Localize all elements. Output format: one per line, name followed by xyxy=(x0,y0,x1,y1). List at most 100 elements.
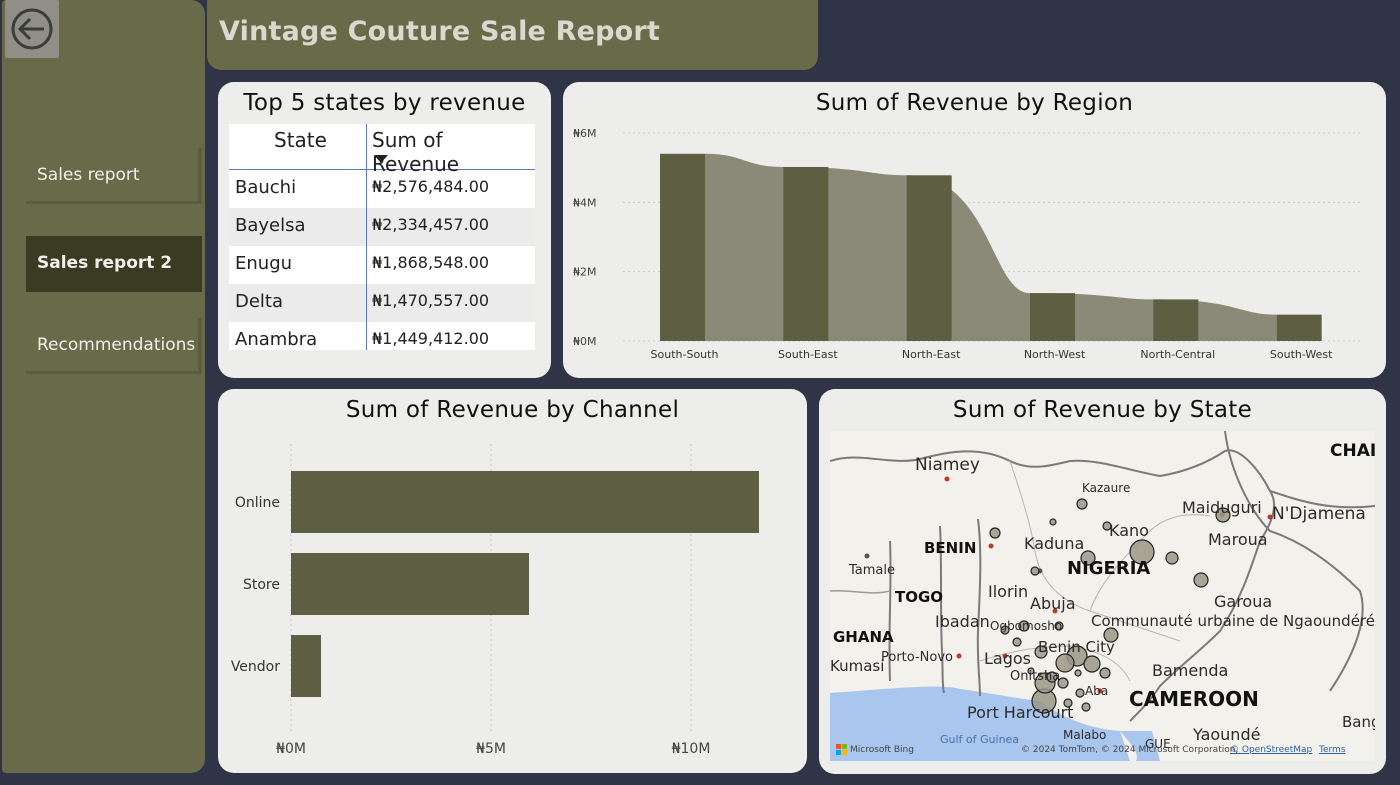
map-label-togo: TOGO xyxy=(895,588,944,606)
x-tick-label: North-East xyxy=(902,348,961,361)
channel-chart[interactable]: ₦0M ₦5M ₦10M Online Store Vendor xyxy=(218,389,807,773)
bubble-state[interactable] xyxy=(1054,621,1064,631)
state-bubble-map[interactable]: Niamey Kazaure Maiduguri N'Djamena Kano … xyxy=(830,431,1375,761)
map-label-gulf: Gulf of Guinea xyxy=(940,733,1020,746)
bubble-state[interactable] xyxy=(1103,627,1119,643)
y-tick-label: ₦6M xyxy=(573,127,597,140)
bubble-state[interactable] xyxy=(1049,518,1057,526)
bar-south-south[interactable] xyxy=(660,153,705,341)
table-row[interactable]: Enugu ₦1,868,548.00 xyxy=(229,246,535,284)
map-label-maroua: Maroua xyxy=(1208,530,1268,549)
x-tick-label: South-West xyxy=(1270,348,1333,361)
bubble-anambra[interactable] xyxy=(1055,653,1075,673)
map-label-port-harcourt: Port Harcourt xyxy=(967,703,1074,722)
bubble-state[interactable] xyxy=(989,527,1001,539)
table-header: State Sum of Revenue xyxy=(229,124,535,176)
state-map-title: Sum of Revenue by State xyxy=(952,397,1253,423)
bubble-state[interactable] xyxy=(1165,551,1179,565)
border-togo xyxy=(939,525,945,694)
nav-item-recommendations[interactable]: Recommendations xyxy=(26,318,202,374)
map-label-maiduguri: Maiduguri xyxy=(1182,498,1262,517)
bar-south-east[interactable] xyxy=(783,166,829,341)
region-chart-card: Sum of Revenue by Region ₦0M ₦2M ₦4M ₦6M Sou… xyxy=(563,82,1386,378)
bing-label: Microsoft Bing xyxy=(850,744,914,755)
map-label-ghana: GHANA xyxy=(833,628,894,646)
bubble-state[interactable] xyxy=(1018,620,1030,632)
bar-south-west[interactable] xyxy=(1276,314,1322,341)
bubble-state[interactable] xyxy=(1063,698,1073,708)
city-dot xyxy=(1002,653,1008,659)
osm-link[interactable]: © OpenStreetMap xyxy=(1230,745,1313,755)
nav-item-sales-report[interactable]: Sales report xyxy=(26,148,202,204)
bubble-state[interactable] xyxy=(1012,637,1022,647)
top-states-title: Top 5 states by revenue xyxy=(243,90,526,116)
bubble-state[interactable] xyxy=(1057,677,1069,689)
map-label-communaute: Communauté urbaine de Ngaoundéré xyxy=(1091,612,1375,630)
back-button[interactable] xyxy=(5,0,59,58)
cell-state: Bayelsa xyxy=(235,215,306,236)
bubble-state[interactable] xyxy=(1080,550,1096,566)
bubble-state[interactable] xyxy=(1075,688,1085,698)
x-tick-label: South-South xyxy=(651,348,719,361)
table-row[interactable]: Anambra ₦1,449,412.00 xyxy=(229,322,535,360)
bubble-state[interactable] xyxy=(1027,667,1035,675)
coastal-water xyxy=(1120,731,1160,761)
y-tick-label: Store xyxy=(243,577,280,593)
state-map-card: Sum of Revenue by State xyxy=(819,389,1386,774)
sidebar: Sales report Sales report 2 Recommendati… xyxy=(2,0,205,773)
microsoft-logo-icon xyxy=(836,744,847,755)
table-row[interactable]: Bayelsa ₦2,334,457.00 xyxy=(229,208,535,246)
bubble-state[interactable] xyxy=(1074,669,1082,677)
y-tick-label: Online xyxy=(235,495,280,511)
bar-north-west[interactable] xyxy=(1030,293,1075,341)
border-ghana xyxy=(888,540,892,682)
bubble-state[interactable] xyxy=(1102,521,1112,531)
bubble-state[interactable] xyxy=(1083,655,1101,673)
road-line xyxy=(1089,514,1211,612)
table-row[interactable]: Delta ₦1,470,557.00 xyxy=(229,284,535,322)
map-label-garoua: Garoua xyxy=(1214,592,1273,611)
border-cameroon xyxy=(1224,431,1364,692)
border-nigeria-north xyxy=(830,449,1276,722)
cell-state: Bauchi xyxy=(235,177,297,198)
bubble-bauchi[interactable] xyxy=(1129,539,1155,565)
bubble-state[interactable] xyxy=(1081,702,1091,712)
bubble-state[interactable] xyxy=(1030,566,1040,576)
map-label-kumasi: Kumasi xyxy=(830,657,885,675)
bar-store[interactable] xyxy=(291,553,529,615)
bing-logo[interactable]: Microsoft Bing xyxy=(836,744,914,755)
column-header-revenue[interactable]: Sum of Revenue xyxy=(372,128,460,176)
bubble-state[interactable] xyxy=(1076,498,1088,510)
bubble-state[interactable] xyxy=(1099,667,1111,679)
nav-item-sales-report-2[interactable]: Sales report 2 xyxy=(26,236,202,292)
bubble-state[interactable] xyxy=(1046,671,1058,683)
table-row[interactable]: Bauchi ₦2,576,484.00 xyxy=(229,170,535,208)
y-tick-label: ₦2M xyxy=(573,266,597,279)
terms-link[interactable]: Terms xyxy=(1319,745,1346,755)
city-dot xyxy=(1267,514,1273,520)
bubble-state[interactable] xyxy=(1215,507,1231,523)
map-label-malabo: Malabo xyxy=(1063,728,1107,742)
top-states-table[interactable]: State Sum of Revenue Bauchi ₦2,576,484.00… xyxy=(229,124,535,350)
cell-revenue: ₦1,868,548.00 xyxy=(372,253,490,272)
map-label-nigeria: NIGERIA xyxy=(1067,558,1151,579)
map-canvas[interactable] xyxy=(830,431,1375,761)
region-chart[interactable]: ₦0M ₦2M ₦4M ₦6M South-South South-East North-E… xyxy=(563,82,1386,378)
column-header-state[interactable]: State xyxy=(274,128,327,152)
bar-online[interactable] xyxy=(291,471,759,533)
map-label-kano: Kano xyxy=(1109,521,1149,540)
bubble-state[interactable] xyxy=(1193,572,1209,588)
cell-state: Anambra xyxy=(235,329,318,350)
bubble-state[interactable] xyxy=(1034,645,1048,659)
bubble-state[interactable] xyxy=(1000,625,1010,635)
revenue-bubbles[interactable] xyxy=(989,498,1231,714)
sort-descending-icon[interactable] xyxy=(374,155,388,163)
bar-north-central[interactable] xyxy=(1153,299,1199,341)
map-label-ibadan: Ibadan xyxy=(935,612,990,631)
city-dot xyxy=(1052,608,1058,614)
map-attribution: © 2024 TomTom, © 2024 Microsoft Corporat… xyxy=(1021,745,1239,755)
ribbon-band xyxy=(705,153,1277,341)
channel-chart-card: Sum of Revenue by Channel ₦0M ₦5M ₦10M Onli… xyxy=(218,389,807,773)
bar-north-east[interactable] xyxy=(906,175,952,341)
bar-vendor[interactable] xyxy=(291,635,321,697)
